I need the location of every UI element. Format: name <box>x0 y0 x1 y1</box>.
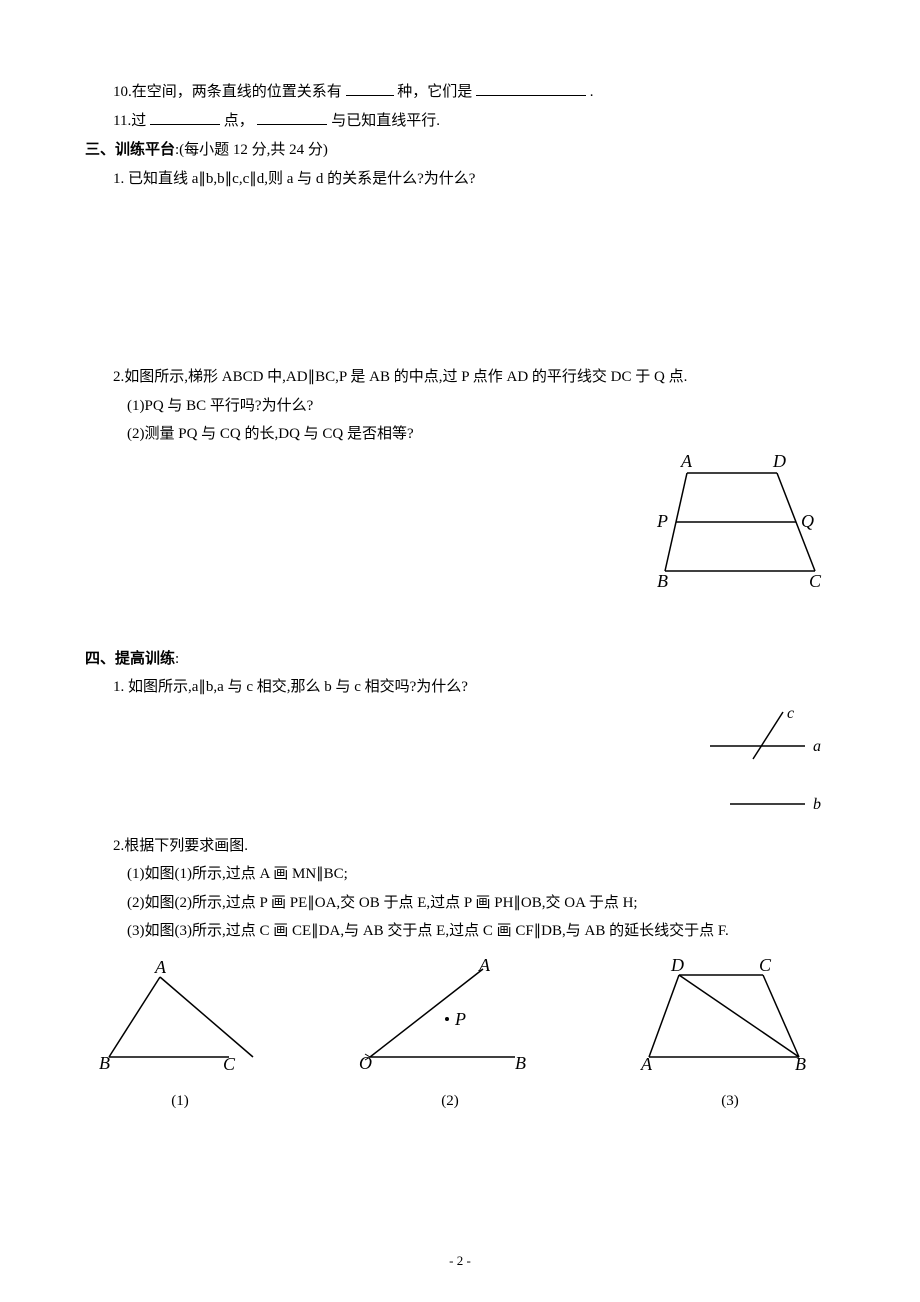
s4-q2-sub2: (2)如图(2)所示,过点 P 画 PE∥OA,交 OB 于点 E,过点 P 画… <box>85 891 835 917</box>
section4-heading-bold: 四、提高训练 <box>85 650 175 667</box>
s3-q2-sub2: (2)测量 PQ 与 CQ 的长,DQ 与 CQ 是否相等? <box>85 422 835 448</box>
s3-q1: 1. 已知直线 a∥b,b∥c,c∥d,则 a 与 d 的关系是什么?为什么? <box>85 167 835 193</box>
q10: 10.在空间，两条直线的位置关系有 种，它们是 . <box>85 80 835 106</box>
s4-q2-main: 2.根据下列要求画图. <box>85 834 835 860</box>
fig2-b: B <box>515 1053 526 1072</box>
s3-q2-sub1: (1)PQ 与 BC 平行吗?为什么? <box>85 394 835 420</box>
label-line-b: b <box>813 796 821 813</box>
section4-heading-rest: : <box>175 651 179 667</box>
q11: 11.过 点， 与已知直线平行. <box>85 109 835 135</box>
trapezoid-figure: A D P Q B C <box>645 451 835 596</box>
fig1-c: C <box>223 1054 236 1072</box>
s4-q2-sub3: (3)如图(3)所示,过点 C 画 CE∥DA,与 AB 交于点 E,过点 C … <box>85 919 835 945</box>
section4-heading: 四、提高训练: <box>85 646 835 673</box>
label-c: C <box>809 571 822 591</box>
fig3-b: B <box>795 1054 806 1072</box>
fig2-svg: A P O B <box>355 957 545 1072</box>
q10-mid: 种，它们是 <box>397 84 472 100</box>
fig3-svg: D C A B <box>635 957 825 1072</box>
fig3-col: D C A B (3) <box>635 957 825 1115</box>
s4-q1: 1. 如图所示,a∥b,a 与 c 相交,那么 b 与 c 相交吗?为什么? <box>85 675 835 701</box>
fig1-a: A <box>154 957 167 977</box>
section3-heading: 三、训练平台:(每小题 12 分,共 24 分) <box>85 137 835 164</box>
label-a: A <box>680 451 693 471</box>
fig3-caption: (3) <box>635 1089 825 1115</box>
label-line-c: c <box>787 705 794 722</box>
section3-heading-rest: :(每小题 12 分,共 24 分) <box>175 142 328 158</box>
fig3-c: C <box>759 957 772 975</box>
fig2-p: P <box>454 1009 466 1029</box>
fig1-caption: (1) <box>95 1089 265 1115</box>
q11-blank1 <box>150 110 220 125</box>
fig3-a: A <box>640 1054 653 1072</box>
label-line-a: a <box>813 738 821 755</box>
q11-blank2 <box>257 110 327 125</box>
label-p: P <box>656 511 668 531</box>
fig2-col: A P O B (2) <box>355 957 545 1115</box>
label-d: D <box>772 451 786 471</box>
q11-prefix: 11.过 <box>113 113 146 129</box>
fig2-a: A <box>478 957 491 975</box>
q11-mid2: 与已知直线平行. <box>331 113 440 129</box>
fig1-b: B <box>99 1053 110 1072</box>
fig1-svg: A B C <box>95 957 265 1072</box>
page-number: - 2 - <box>0 1250 920 1272</box>
fig2-o: O <box>359 1053 372 1072</box>
figures-row: A B C (1) A P O B (2) <box>85 957 835 1115</box>
fig1-col: A B C (1) <box>95 957 265 1115</box>
label-q: Q <box>801 511 814 531</box>
q10-blank1 <box>346 81 394 96</box>
fig2-caption: (2) <box>355 1089 545 1115</box>
s3-q2-main: 2.如图所示,梯形 ABCD 中,AD∥BC,P 是 AB 的中点,过 P 点作… <box>85 365 835 391</box>
q11-mid1: 点， <box>224 113 254 129</box>
q10-blank2 <box>476 81 586 96</box>
lines-figure: a b c <box>695 704 835 819</box>
q10-prefix: 10.在空间，两条直线的位置关系有 <box>113 84 342 100</box>
s4-q2-sub1: (1)如图(1)所示,过点 A 画 MN∥BC; <box>85 862 835 888</box>
label-b: B <box>657 571 668 591</box>
section3-heading-bold: 三、训练平台 <box>85 141 175 158</box>
fig3-d: D <box>670 957 684 975</box>
q10-suffix: . <box>590 84 594 100</box>
